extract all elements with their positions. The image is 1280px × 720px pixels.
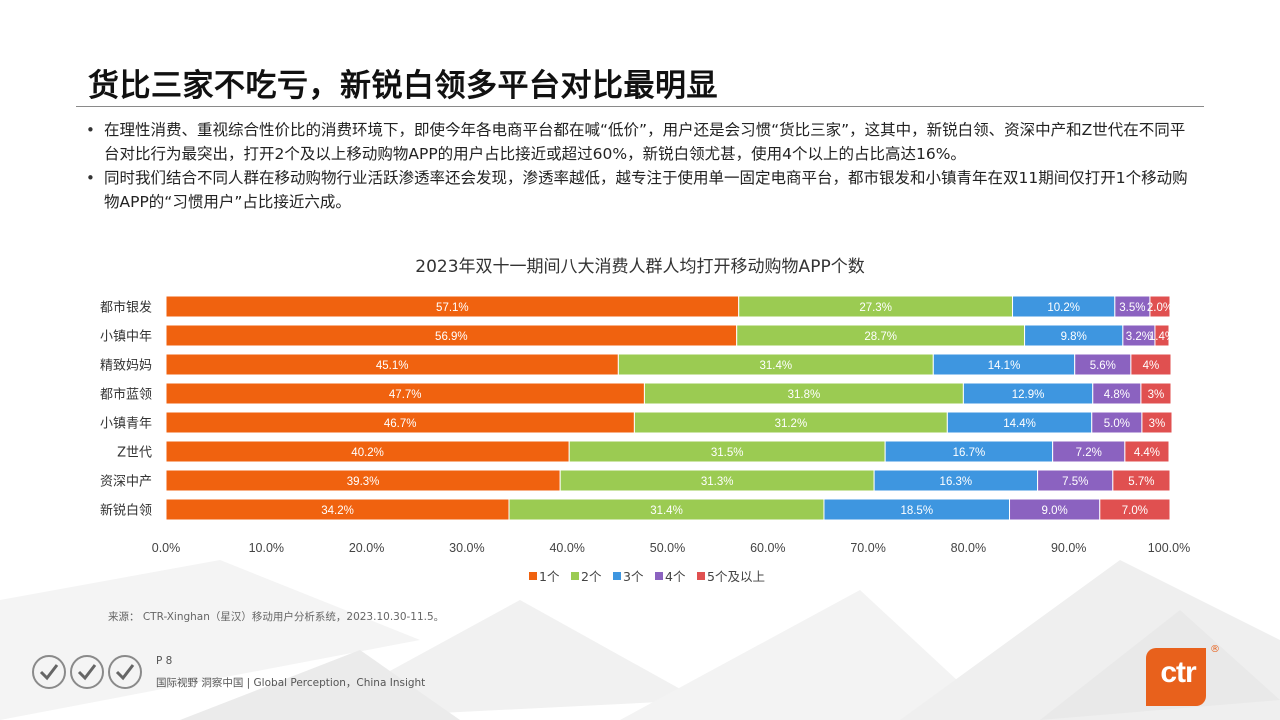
- data-label: 14.1%: [988, 360, 1021, 372]
- page-number: P 8: [156, 655, 173, 667]
- category-label: 小镇青年: [100, 417, 152, 432]
- legend-label: 1个: [539, 569, 560, 584]
- category-label: 新锐白领: [100, 503, 152, 519]
- legend-swatch: [655, 572, 663, 580]
- x-tick-label: 60.0%: [750, 541, 785, 555]
- data-label: 1.4%: [1149, 331, 1175, 343]
- data-label: 3.5%: [1119, 302, 1145, 314]
- data-label: 4%: [1143, 360, 1160, 372]
- footer-slogan: 国际视野 洞察中国 | Global Perception，China Insi…: [156, 677, 426, 689]
- category-label: 资深中产: [100, 475, 152, 490]
- x-tick-label: 10.0%: [249, 541, 284, 555]
- x-tick-label: 30.0%: [449, 541, 484, 555]
- ctr-logo: [1146, 648, 1206, 706]
- data-label: 9.0%: [1042, 505, 1068, 517]
- data-label: 16.3%: [940, 476, 973, 488]
- registered-mark: ®: [1210, 644, 1220, 655]
- data-label: 31.4%: [650, 505, 683, 517]
- legend-label: 5个及以上: [707, 569, 765, 584]
- data-label: 46.7%: [384, 418, 417, 430]
- legend-swatch: [571, 572, 579, 580]
- data-label: 40.2%: [351, 447, 384, 459]
- x-tick-label: 90.0%: [1051, 541, 1086, 555]
- data-label: 28.7%: [864, 331, 897, 343]
- data-label: 45.1%: [376, 360, 409, 372]
- data-label: 34.2%: [321, 505, 354, 517]
- data-label: 7.5%: [1062, 476, 1088, 488]
- stacked-bar-chart: 都市银发 57.1% 27.3% 10.2% 3.5% 2.0% 小镇中年 56.9% 28.7…: [100, 295, 1190, 584]
- data-label: 2.0%: [1147, 302, 1173, 314]
- bullet-list: 在理性消费、重视综合性价比的消费环境下，即使今年各电商平台都在喊“低价”，用户还…: [84, 118, 1199, 214]
- data-label: 12.9%: [1012, 389, 1045, 401]
- x-tick-label: 0.0%: [152, 541, 181, 555]
- category-label: 精致妈妈: [100, 359, 152, 374]
- legend-label: 4个: [665, 569, 686, 584]
- x-tick-label: 80.0%: [951, 541, 986, 555]
- data-label: 47.7%: [389, 389, 422, 401]
- x-tick-label: 70.0%: [850, 541, 885, 555]
- bar-segment: [1130, 353, 1172, 376]
- category-label: 都市银发: [100, 300, 152, 316]
- chart-title: 2023年双十一期间八大消费人群人均打开移动购物APP个数: [415, 257, 865, 277]
- bar-segment: [1141, 411, 1173, 434]
- bar-segment: [1112, 469, 1171, 492]
- data-label: 5.0%: [1104, 418, 1130, 430]
- data-label: 16.7%: [953, 447, 986, 459]
- data-label: 18.5%: [900, 505, 933, 517]
- data-label: 31.3%: [701, 476, 734, 488]
- page-title: 货比三家不吃亏，新锐白领多平台对比最明显: [88, 68, 718, 104]
- ctr-logo-text: ctr: [1160, 656, 1196, 689]
- bar-segment: [1140, 382, 1172, 405]
- data-label: 4.4%: [1134, 447, 1160, 459]
- bullet-item: 同时我们结合不同人群在移动购物行业活跃渗透率还会发现，渗透率越低，越专注于使用单…: [84, 166, 1199, 214]
- data-label: 56.9%: [435, 331, 468, 343]
- data-label: 9.8%: [1061, 331, 1087, 343]
- data-label: 4.8%: [1104, 389, 1130, 401]
- bar-segment: [1154, 324, 1170, 347]
- source-note: 来源： CTR-Xinghan（星汉）移动用户分析系统，2023.10.30-1…: [108, 611, 445, 623]
- x-tick-label: 20.0%: [349, 541, 384, 555]
- bar-segment: [1124, 440, 1170, 463]
- data-label: 27.3%: [859, 302, 892, 314]
- data-label: 7.2%: [1076, 447, 1102, 459]
- category-label: 都市蓝领: [100, 387, 152, 403]
- bullet-item: 在理性消费、重视综合性价比的消费环境下，即使今年各电商平台都在喊“低价”，用户还…: [84, 118, 1199, 166]
- data-label: 31.5%: [711, 447, 744, 459]
- data-label: 31.2%: [775, 418, 808, 430]
- data-label: 3%: [1149, 418, 1166, 430]
- bar-segment: [1149, 295, 1171, 318]
- data-label: 57.1%: [436, 302, 469, 314]
- legend-swatch: [529, 572, 537, 580]
- legend-label: 3个: [623, 569, 644, 584]
- data-label: 7.0%: [1122, 505, 1148, 517]
- title-divider: [76, 106, 1204, 107]
- legend-swatch: [697, 572, 705, 580]
- data-label: 31.8%: [788, 389, 821, 401]
- data-label: 3%: [1148, 389, 1165, 401]
- x-tick-label: 100.0%: [1148, 541, 1190, 555]
- data-label: 39.3%: [347, 476, 380, 488]
- data-label: 10.2%: [1047, 302, 1080, 314]
- category-label: Z世代: [117, 446, 152, 461]
- data-label: 14.4%: [1003, 418, 1036, 430]
- bar-segment: [1099, 498, 1171, 521]
- data-label: 3.2%: [1126, 331, 1152, 343]
- data-label: 31.4%: [760, 360, 793, 372]
- data-label: 5.6%: [1090, 360, 1116, 372]
- certification-badges: [32, 655, 142, 689]
- x-tick-label: 40.0%: [549, 541, 584, 555]
- legend-swatch: [613, 572, 621, 580]
- legend-label: 2个: [581, 569, 602, 584]
- category-label: 小镇中年: [100, 330, 152, 345]
- x-tick-label: 50.0%: [650, 541, 685, 555]
- data-label: 5.7%: [1128, 476, 1154, 488]
